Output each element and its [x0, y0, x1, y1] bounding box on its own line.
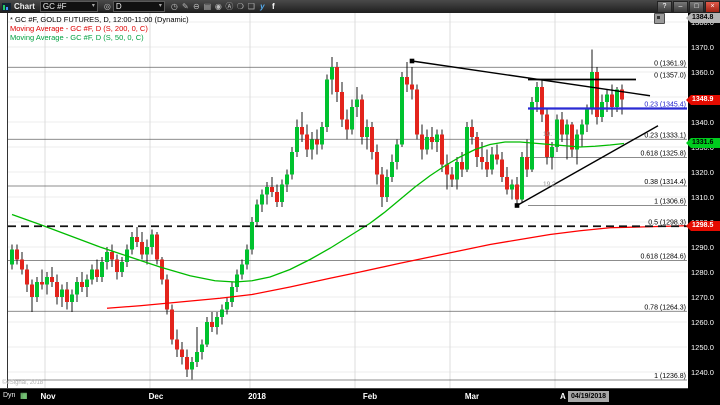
- month-label-2018: 2018: [248, 392, 266, 401]
- fib-label: 1 (1236.8): [654, 373, 686, 380]
- month-label-mar: Mar: [464, 392, 480, 401]
- price-tick: 1260.0: [691, 318, 714, 327]
- toolbar-icons: ◷ ✎ ⊖ ▤ ◉ Ⓐ ❍ ❑: [169, 1, 257, 12]
- price-tick: 1280.0: [691, 268, 714, 277]
- fib-label: 0.23 (1333.1): [644, 132, 686, 139]
- ma50-line: [11, 141, 625, 283]
- notes-icon[interactable]: ▤: [203, 2, 212, 11]
- month-label-apr: A: [560, 392, 566, 401]
- interval-combo[interactable]: D ▾: [112, 1, 165, 12]
- cursor-date-tag: 04/19/2018: [568, 391, 610, 402]
- fib-label: 0 (1357.0): [654, 73, 686, 80]
- month-label-dec: Dec: [148, 392, 164, 401]
- fib-label: 0.78 (1264.3): [644, 304, 686, 311]
- record-icon[interactable]: ◉: [214, 2, 222, 11]
- window-title: Chart: [14, 2, 35, 11]
- trendline-anchor-dot: [514, 203, 520, 208]
- trendline: [411, 60, 651, 97]
- chart-legend: * GC #F, GOLD FUTURES, D, 12:00-11:00 (D…: [10, 15, 189, 42]
- price-tick: 1340.0: [691, 118, 714, 127]
- ma200-legend-text: Moving Average - GC #F, D (S, 200, 0, C): [10, 24, 148, 33]
- window-buttons: ? – □ ×: [656, 0, 720, 13]
- restore-button[interactable]: □: [689, 0, 704, 13]
- price-tick: 1370.0: [691, 43, 714, 52]
- grid-toggle-icon[interactable]: ▦: [20, 391, 28, 400]
- facebook-icon[interactable]: f: [272, 2, 275, 11]
- fib-label: 0.23 (1345.4): [644, 102, 686, 109]
- trendline: [516, 125, 659, 207]
- fib-label: 0.618 (1325.8): [640, 151, 686, 158]
- title-bar: Chart GC #F ▾ ◎ D ▾ ◷ ✎ ⊖ ▤ ◉ Ⓐ ❍ ❑ y f ? – □ ×: [0, 0, 720, 13]
- auto-icon[interactable]: Ⓐ: [225, 2, 234, 11]
- draw-pencil-icon[interactable]: ✎: [182, 2, 189, 11]
- chevron-down-icon: ▾: [91, 3, 95, 9]
- price-tick: 1250.0: [691, 343, 714, 352]
- help-button[interactable]: ?: [657, 0, 672, 13]
- fib-label: 0 (1361.9): [654, 60, 686, 67]
- chevron-down-icon: ▾: [158, 3, 162, 9]
- clock-icon[interactable]: ◷: [170, 2, 178, 11]
- candles: [10, 49, 624, 380]
- ma50-legend-text: Moving Average - GC #F, D (S, 50, 0, C): [10, 33, 144, 42]
- price-tick: 1360.0: [691, 68, 714, 77]
- remove-study-icon[interactable]: ⊖: [193, 2, 200, 11]
- ma200-value-tag: 1298.5: [686, 220, 720, 231]
- price-tick: 1310.0: [691, 193, 714, 202]
- fib-label: 0.5 (1298.3): [648, 219, 686, 226]
- price-scale[interactable]: 1380.01370.01360.01350.01340.01330.01320…: [686, 13, 720, 405]
- micro-annotation: 19.2: [543, 181, 556, 188]
- minimize-button[interactable]: –: [673, 0, 688, 13]
- cursor-price-tag: 1384.8: [686, 13, 720, 23]
- new-window-icon[interactable]: ❑: [247, 2, 255, 11]
- chart-app-icon: [2, 2, 11, 11]
- price-tick: 1290.0: [691, 243, 714, 252]
- time-axis[interactable]: Dyn ▦ A 04/19/2018 Nov Dec 2018 Feb Mar: [0, 389, 720, 405]
- ma200-line: [106, 225, 687, 309]
- interval-combo-value: D: [115, 2, 122, 11]
- fib-label: 0.618 (1284.6): [640, 254, 686, 261]
- link-icon[interactable]: ❍: [236, 2, 244, 11]
- fib-label: 1 (1306.6): [654, 199, 686, 206]
- candlestick-plot[interactable]: 0 (1361.9) 0 (1357.0) 0.23 (1345.4) 0.23 (1…: [0, 13, 688, 405]
- last-price-tag: 1348.9: [686, 94, 720, 105]
- price-tick: 1320.0: [691, 168, 714, 177]
- symbol-search-icon[interactable]: ◎: [103, 2, 111, 11]
- month-label-nov: Nov: [40, 392, 56, 401]
- price-tick: 1240.0: [691, 368, 714, 377]
- twitter-icon[interactable]: y: [260, 2, 265, 11]
- ma50-value-tag: 1331.6: [686, 138, 720, 148]
- dyn-toggle[interactable]: Dyn: [3, 392, 16, 399]
- symbol-combo-value: GC #F: [42, 2, 67, 11]
- fib-label: 0.38 (1314.4): [644, 179, 686, 186]
- symbol-header-text: * GC #F, GOLD FUTURES, D, 12:00-11:00 (D…: [10, 15, 189, 24]
- micro-annotation: 19.: [543, 131, 552, 138]
- esignal-watermark: ©eSignal, 2018: [2, 380, 44, 386]
- symbol-combo[interactable]: GC #F ▾: [39, 1, 98, 12]
- scale-settings-icon[interactable]: [654, 13, 665, 24]
- trendline-anchor-dot: [409, 58, 415, 64]
- close-button[interactable]: ×: [705, 0, 720, 13]
- chart-canvas[interactable]: 0 (1361.9) 0 (1357.0) 0.23 (1345.4) 0.23 (1…: [0, 13, 688, 389]
- price-tick: 1270.0: [691, 293, 714, 302]
- month-label-feb: Feb: [362, 392, 378, 401]
